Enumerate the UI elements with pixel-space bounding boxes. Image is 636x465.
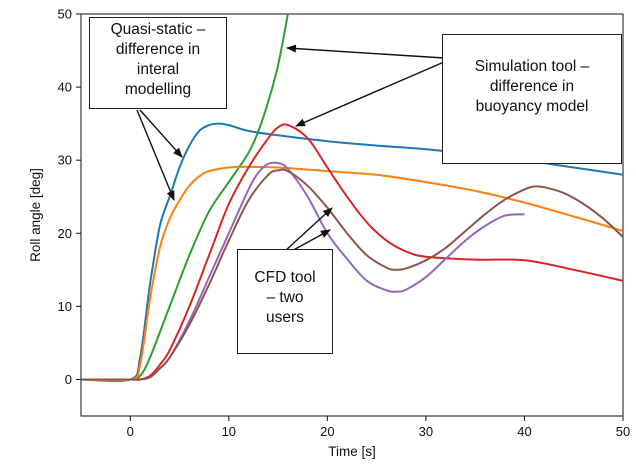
x-tick-label: 30 xyxy=(419,424,433,439)
y-tick-label: 0 xyxy=(65,372,72,387)
annotation-quasi-static: Quasi-static – difference in interal mod… xyxy=(89,17,227,109)
y-tick-label: 40 xyxy=(58,80,72,95)
arrow-sim-to-red xyxy=(295,61,445,127)
x-axis-label: Time [s] xyxy=(328,444,376,459)
y-tick-label: 20 xyxy=(58,226,72,241)
annotation-simulation-tool: Simulation tool – difference in buoyancy… xyxy=(442,34,622,164)
arrow-quasi-to-orange xyxy=(136,109,175,201)
arrow-layer xyxy=(136,44,445,254)
series-line-3 xyxy=(81,165,623,382)
y-tick-label: 50 xyxy=(58,7,72,22)
y-tick-label: 30 xyxy=(58,153,72,168)
y-tick-label: 10 xyxy=(58,299,72,314)
series-line-4 xyxy=(81,123,623,381)
series-line-1 xyxy=(81,14,289,381)
arrow-sim-to-green xyxy=(286,44,445,59)
series-line-6 xyxy=(81,168,623,381)
annotation-cfd-tool: CFD tool – two users xyxy=(237,249,333,354)
x-tick-label: 10 xyxy=(222,424,236,439)
arrow-quasi-to-blue xyxy=(139,109,183,158)
arrow-cfd-to-brown xyxy=(284,207,333,252)
y-axis-label: Roll angle [deg] xyxy=(28,168,43,262)
tick-layer: 0 10 20 30 40 50 0 10 20 30 40 50 xyxy=(58,7,631,440)
x-tick-label: 40 xyxy=(517,424,531,439)
x-tick-label: 20 xyxy=(320,424,334,439)
x-tick-label: 50 xyxy=(616,424,630,439)
x-tick-label: 0 xyxy=(127,424,134,439)
